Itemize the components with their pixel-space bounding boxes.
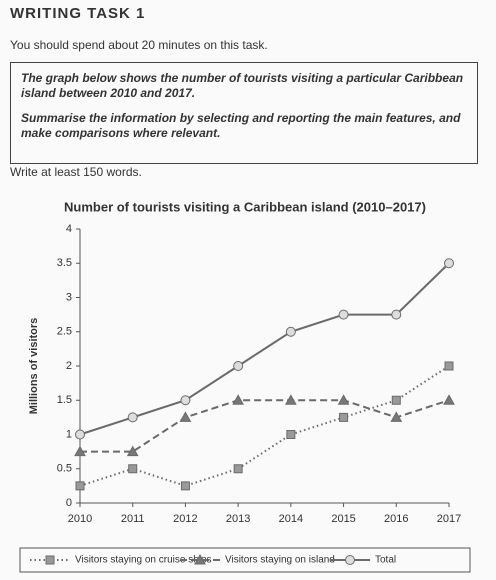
instruction: You should spend about 20 minutes on thi… [10,38,268,52]
legend-box [19,547,471,573]
legend-marker [194,553,206,565]
y-tick-label: 1.5 [57,394,72,406]
series-line [79,262,450,436]
marker [180,481,190,491]
y-tick-label: 1 [66,428,72,440]
marker [391,309,402,320]
marker [337,394,350,405]
x-tick-label: 2012 [173,513,197,525]
marker [75,481,85,491]
marker [74,445,86,457]
x-tick-label: 2014 [279,513,303,525]
marker [444,258,454,269]
task-paragraph: Summarise the information by selecting a… [21,111,461,140]
task-paragraph: The graph below shows the number of tour… [21,71,464,100]
x-tick-label: 2017 [437,513,461,525]
x-tick-label: 2016 [384,513,408,525]
marker [390,411,403,422]
marker [338,309,349,320]
marker [391,395,401,405]
marker [444,361,454,371]
marker [75,429,85,440]
y-tick-label: 3 [66,291,72,303]
marker [232,394,244,405]
y-tick-label: 2.5 [57,326,72,338]
y-tick-label: 0 [66,497,72,509]
marker [339,412,349,422]
task-box: The graph below shows the number of tour… [10,62,478,164]
x-tick-label: 2013 [226,513,250,525]
y-tick-label: 0.5 [57,463,72,475]
y-tick-label: 2 [66,360,72,372]
legend-label: Visitors staying on island [225,555,335,566]
marker [126,445,139,457]
marker [180,395,191,406]
marker [233,464,243,474]
word-count: Write at least 150 words. [10,165,142,179]
marker [179,411,192,422]
x-tick-label: 2015 [331,513,355,525]
x-tick-label: 2011 [121,513,145,525]
series-line [80,399,450,453]
marker [285,394,297,405]
legend-marker [45,555,55,565]
marker [286,430,296,439]
y-tick-label: 3.5 [57,257,72,269]
legend-label: Total [375,555,396,566]
x-tick-label: 2010 [68,513,92,525]
marker [233,361,244,371]
y-axis-label: Millions of visitors [28,318,40,415]
chart-title: Number of tourists visiting a Caribbean … [64,199,426,214]
marker [285,326,296,337]
marker [443,394,455,405]
legend-marker [345,555,355,565]
y-tick-label: 4 [66,223,72,235]
task-title: WRITING TASK 1 [10,5,146,22]
legend-label: Visitors staying on cruise ships [75,555,212,566]
marker [128,464,138,474]
marker [127,412,138,423]
